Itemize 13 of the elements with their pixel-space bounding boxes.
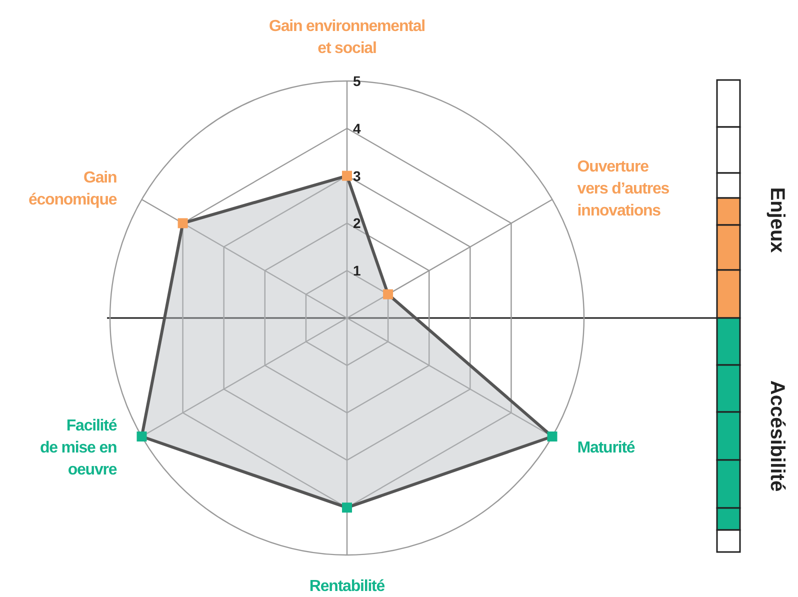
y-tick-label: 2 <box>353 215 361 232</box>
text: Enjeux <box>766 187 788 253</box>
text: Accésibilité <box>766 380 788 492</box>
y-tick-label: 1 <box>353 262 361 279</box>
spoke-label: Rentabilité <box>309 578 386 595</box>
spoke-label: Gain environnemental et social <box>268 18 426 57</box>
spoke-label: Maturité <box>577 440 636 456</box>
spoke-label: Facilité de mise en oeuvre <box>40 418 118 478</box>
y-tick-label: 5 <box>353 73 361 89</box>
y-tick-label: 3 <box>353 168 361 184</box>
y-tick-label: 4 <box>353 120 361 136</box>
spoke-label: Gain économique <box>28 170 118 208</box>
spoke-label: Ouverture vers d’autres innovations <box>577 158 670 220</box>
